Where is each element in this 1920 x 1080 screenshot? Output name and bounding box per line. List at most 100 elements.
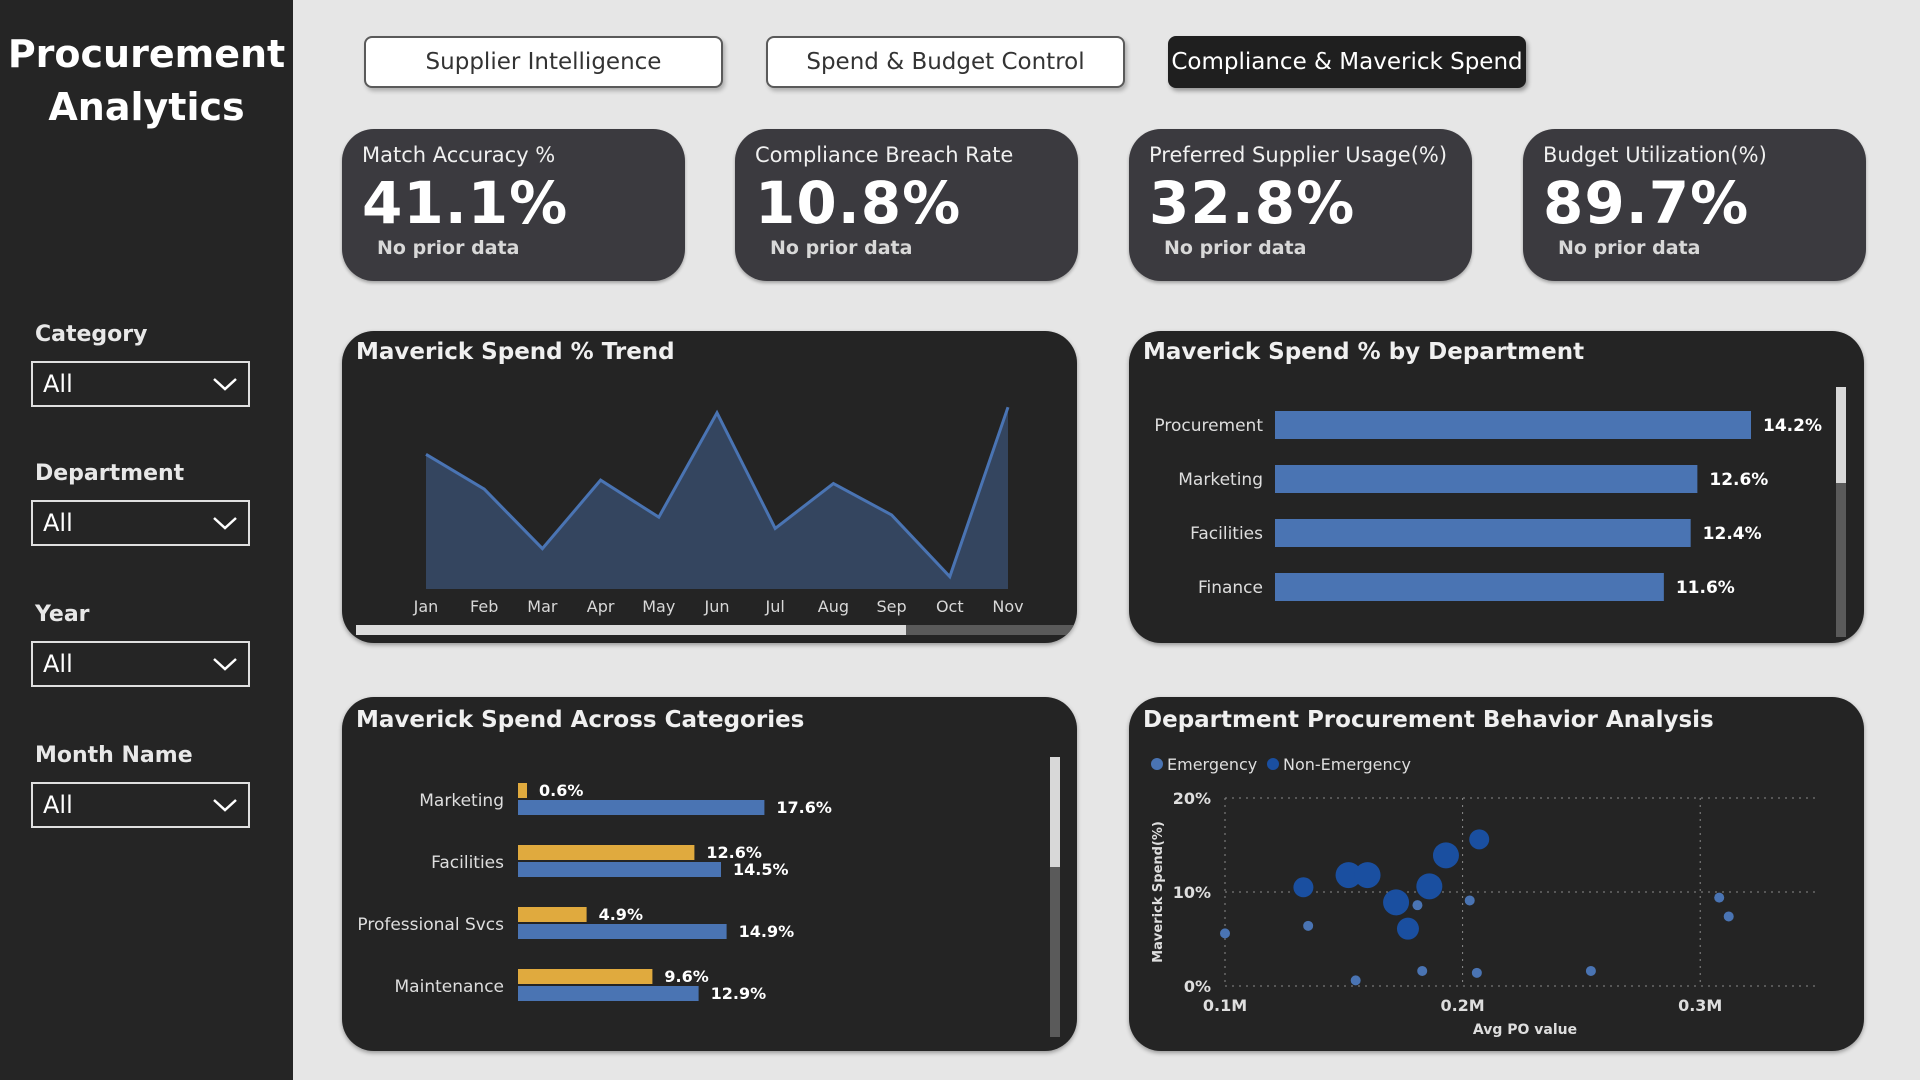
x-tick-label: Feb <box>470 597 498 616</box>
x-tick-label: Jun <box>704 597 730 616</box>
x-tick-label: Jan <box>413 597 439 616</box>
kpi-title: Compliance Breach Rate <box>755 143 1014 167</box>
data-label: 14.5% <box>733 860 789 879</box>
trend-line <box>425 406 1010 580</box>
app-title-line2: Analytics <box>48 85 245 129</box>
category-label: Maintenance <box>395 977 504 997</box>
scatter-point-emergency <box>1585 965 1596 976</box>
chevron-down-icon <box>213 378 237 391</box>
kpi-subtext: No prior data <box>1164 237 1307 259</box>
x-tick-label: Aug <box>818 597 849 616</box>
department-select-value: All <box>43 509 73 537</box>
x-tick-label: 0.1M <box>1203 996 1247 1015</box>
x-tick-label: Oct <box>936 597 964 616</box>
y-tick-label: 10% <box>1173 883 1211 902</box>
bar-series-1 <box>518 845 695 860</box>
tab-supplier-intelligence[interactable]: Supplier Intelligence <box>364 36 723 88</box>
tab-spend-budget-control[interactable]: Spend & Budget Control <box>766 36 1125 88</box>
bar <box>1275 465 1698 493</box>
legend-dot-emergency <box>1151 758 1163 770</box>
legend-label-emergency: Emergency <box>1167 755 1257 774</box>
department-panel: Maverick Spend % by Department Procureme… <box>1129 331 1864 643</box>
bar-series-2 <box>518 924 727 939</box>
scatter-point-non-emergency <box>1354 862 1381 889</box>
kpi-title: Match Accuracy % <box>362 143 556 167</box>
scatter-point-non-emergency <box>1469 829 1490 850</box>
data-label: 12.6% <box>1709 470 1768 490</box>
categories-panel-title: Maverick Spend Across Categories <box>356 707 805 733</box>
x-tick-label: 0.3M <box>1678 996 1722 1015</box>
legend-label-non-emergency: Non-Emergency <box>1283 755 1411 774</box>
kpi-subtext: No prior data <box>377 237 520 259</box>
sidebar: Procurement Analytics Category All Depar… <box>0 0 293 1080</box>
filter-label-category: Category <box>35 322 148 347</box>
kpi-card-match-accuracy: Match Accuracy % 41.1% No prior data <box>342 129 685 281</box>
bar-series-2 <box>518 862 721 877</box>
scatter-point-emergency <box>1220 928 1230 939</box>
chevron-down-icon <box>213 799 237 812</box>
category-label: Facilities <box>1190 524 1263 544</box>
data-label: 0.6% <box>539 781 583 800</box>
x-tick-label: Jul <box>765 597 785 616</box>
bar-series-2 <box>518 986 699 1001</box>
legend-dot-non-emergency <box>1267 758 1279 770</box>
kpi-card-preferred-supplier-usage: Preferred Supplier Usage(%) 32.8% No pri… <box>1129 129 1472 281</box>
y-axis-title: Maverick Spend(%) <box>1151 821 1166 963</box>
app-title: Procurement Analytics <box>0 28 293 134</box>
kpi-title: Preferred Supplier Usage(%) <box>1149 143 1448 167</box>
bar <box>1275 573 1664 601</box>
trend-panel-title: Maverick Spend % Trend <box>356 339 675 365</box>
category-label: Procurement <box>1154 416 1263 436</box>
tab-compliance-maverick-spend[interactable]: Compliance & Maverick Spend <box>1168 36 1526 88</box>
chevron-down-icon <box>213 658 237 671</box>
month-select-value: All <box>43 791 73 819</box>
bar-series-1 <box>518 969 653 984</box>
category-select[interactable]: All <box>31 361 250 407</box>
scrollbar-thumb[interactable] <box>1050 757 1060 867</box>
scrollbar-thumb[interactable] <box>356 625 906 635</box>
bar <box>1275 411 1751 439</box>
category-label: Marketing <box>1178 470 1263 490</box>
category-label: Marketing <box>419 791 504 811</box>
category-label: Finance <box>1198 578 1263 598</box>
department-bar-chart: Procurement 14.2% Marketing 12.6% Facilities… <box>1154 387 1846 637</box>
x-tick-label: Apr <box>587 597 615 616</box>
year-select[interactable]: All <box>31 641 250 687</box>
x-tick-label: 0.2M <box>1440 996 1484 1015</box>
filter-label-department: Department <box>35 461 185 486</box>
x-tick-label: Nov <box>992 597 1023 616</box>
chevron-down-icon <box>213 517 237 530</box>
scrollbar-track[interactable] <box>1836 387 1846 637</box>
x-tick-label: May <box>642 597 675 616</box>
data-label: 17.6% <box>776 798 832 817</box>
category-label: Facilities <box>431 853 504 873</box>
category-label: Professional Svcs <box>357 915 504 935</box>
kpi-value: 32.8% <box>1149 169 1356 237</box>
scatter-point-non-emergency <box>1416 873 1443 900</box>
kpi-value: 10.8% <box>755 169 962 237</box>
month-select[interactable]: All <box>31 782 250 828</box>
bar-series-2 <box>518 800 765 815</box>
data-label: 12.6% <box>706 843 762 862</box>
data-label: 9.6% <box>664 967 708 986</box>
y-tick-label: 20% <box>1173 789 1211 808</box>
bar-series-1 <box>518 783 527 798</box>
scatter-point-emergency <box>1412 900 1423 911</box>
scrollbar-thumb[interactable] <box>1836 387 1846 483</box>
data-label: 4.9% <box>599 905 643 924</box>
categories-panel: Maverick Spend Across Categories Marketi… <box>342 697 1077 1051</box>
category-select-value: All <box>43 370 73 398</box>
trend-area-chart: Jan Feb Mar Apr May Jun Jul Aug Sep Oct Nov <box>356 406 1076 635</box>
scatter-point-emergency <box>1471 967 1482 978</box>
department-select[interactable]: All <box>31 500 250 546</box>
kpi-value: 41.1% <box>362 169 569 237</box>
kpi-card-budget-utilization: Budget Utilization(%) 89.7% No prior dat… <box>1523 129 1866 281</box>
x-tick-label: Mar <box>527 597 558 616</box>
behavior-scatter-chart: Emergency Non-Emergency 0% 10% 20% 0.1M 0.2M 0.… <box>1151 755 1819 1038</box>
categories-bar-chart: Marketing 0.6% 17.6% Facilities 12.6%14.5% Pr… <box>357 757 1060 1037</box>
kpi-subtext: No prior data <box>770 237 913 259</box>
data-label: 12.9% <box>711 984 767 1003</box>
year-select-value: All <box>43 650 73 678</box>
scrollbar-track[interactable] <box>1050 757 1060 1037</box>
filter-label-month: Month Name <box>35 743 193 768</box>
